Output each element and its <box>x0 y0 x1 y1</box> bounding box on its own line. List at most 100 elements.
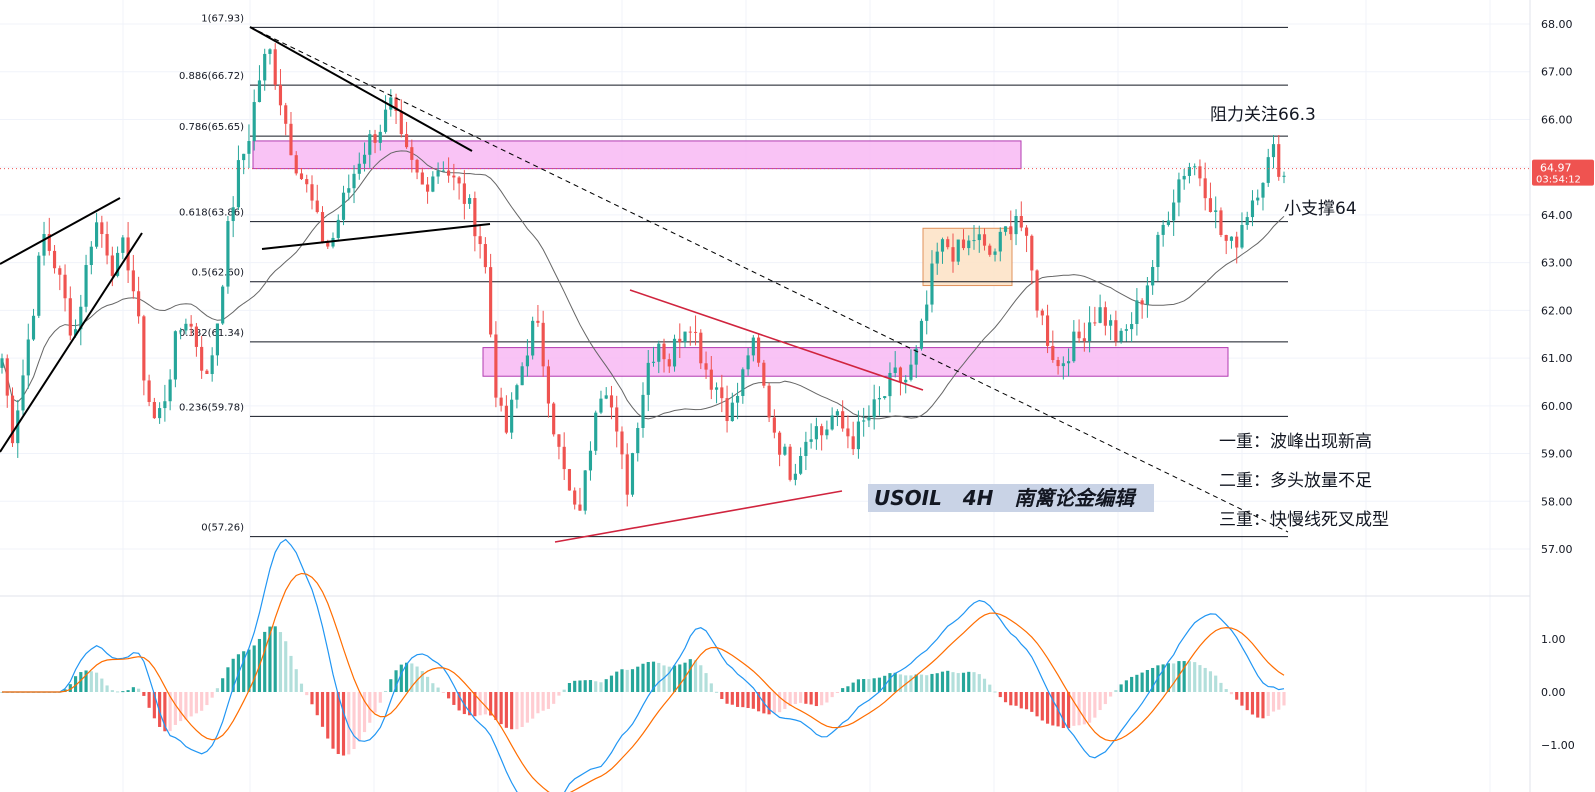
macd-histogram-bar <box>462 692 466 715</box>
candle-body <box>315 200 319 213</box>
candle-body <box>846 428 850 437</box>
macd-histogram-bar <box>725 692 729 704</box>
zone-rectangles[interactable] <box>252 140 1229 377</box>
macd-histogram-bar <box>1245 692 1249 711</box>
macd-histogram-bar <box>1140 672 1144 692</box>
support-zone[interactable] <box>482 347 1229 377</box>
macd-histogram-bar <box>846 686 850 692</box>
macd-histogram-bar <box>672 665 677 692</box>
candle-body <box>567 469 572 491</box>
fib-label: 0.786(65.65) <box>179 122 244 133</box>
macd-histogram-bar <box>1135 674 1139 692</box>
candle-body <box>1030 235 1034 271</box>
macd-histogram-bar <box>1224 689 1228 692</box>
candle-body <box>1072 331 1076 362</box>
trend-line[interactable] <box>0 197 121 265</box>
macd-histogram-bar <box>746 692 750 709</box>
macd-histogram-bar <box>841 688 845 692</box>
candle-body <box>210 355 214 375</box>
candle-body <box>79 306 83 330</box>
macd-histogram-bar <box>1145 669 1149 692</box>
candle-body <box>1187 167 1192 176</box>
candle-body <box>1203 178 1207 199</box>
trend-line[interactable] <box>0 232 143 453</box>
macd-histogram-bar <box>1072 692 1076 726</box>
candle-body <box>735 395 740 403</box>
chart-title[interactable]: USOIL 4H 南篱论金编辑 <box>874 486 1137 510</box>
candle-body <box>909 364 913 380</box>
macd-histogram-bar <box>305 692 309 696</box>
trend-line[interactable] <box>629 289 924 391</box>
candle-body <box>362 154 367 164</box>
macd-histogram-bar <box>1240 692 1244 706</box>
price-tick-label: 59.00 <box>1541 448 1573 461</box>
note-1[interactable]: 一重：波峰出现新高 <box>1219 432 1372 452</box>
macd-histogram-bar <box>457 692 461 711</box>
macd-histogram-bar <box>636 666 640 692</box>
macd-histogram-bar <box>310 692 314 705</box>
candle-body <box>0 358 4 368</box>
trend-line[interactable] <box>249 26 473 152</box>
macd-histogram-bar <box>662 665 666 692</box>
candle-body <box>825 429 829 436</box>
macd-histogram-bar <box>252 645 256 692</box>
candle-body <box>1109 320 1113 326</box>
resistance-note[interactable]: 阻力关注66.3 <box>1210 105 1316 125</box>
candle-body <box>368 134 372 155</box>
candle-body <box>1193 166 1197 168</box>
candle-body <box>888 372 892 397</box>
price-tick-label: 68.00 <box>1541 18 1573 31</box>
trend-line[interactable] <box>554 490 843 543</box>
macd-histogram-bar <box>231 658 235 692</box>
candle-body <box>1045 315 1050 346</box>
candle-body <box>741 369 745 396</box>
note-2[interactable]: 二重：多头放量不足 <box>1219 471 1372 491</box>
macd-histogram-bar <box>499 692 503 725</box>
macd-histogram-bar <box>615 671 619 692</box>
macd-histogram-bar <box>89 671 93 692</box>
candle-body <box>1014 216 1018 235</box>
macd-histogram-bar <box>152 692 156 719</box>
macd-histogram-bar <box>1077 692 1081 726</box>
resistance-zone[interactable] <box>252 140 1022 170</box>
candle-body <box>1082 338 1086 342</box>
countdown-label: 03:54:12 <box>1536 175 1581 186</box>
macd-histogram-bar <box>1019 692 1023 709</box>
candle-body <box>1229 236 1234 241</box>
candle-body <box>778 432 782 455</box>
macd-histogram-bar <box>478 692 482 716</box>
macd-histogram-bar <box>1271 692 1276 712</box>
trend-line[interactable] <box>261 223 491 250</box>
support-note[interactable]: 小支撑64 <box>1284 199 1357 219</box>
macd-histogram-bar <box>1061 692 1065 729</box>
macd-histogram-bar <box>541 692 545 711</box>
macd-histogram-bar <box>194 692 198 714</box>
candle-body <box>110 255 114 276</box>
current-price-label: 64.97 <box>1540 162 1572 175</box>
candlesticks <box>0 43 1286 515</box>
trend-line[interactable] <box>249 26 1289 533</box>
macd-histogram-bar <box>447 692 451 699</box>
macd-histogram-bar <box>799 692 803 703</box>
fibonacci-retracement[interactable]: 1(67.93) 0.886(66.72) 0.786(65.65) 0.618(63… <box>179 13 1288 538</box>
note-3[interactable]: 三重：快慢线死叉成型 <box>1219 509 1389 530</box>
price-axis[interactable]: 68.0067.0066.0065.0064.0063.0062.0061.00… <box>1529 0 1575 792</box>
candle-body <box>268 49 272 54</box>
trend-lines[interactable] <box>0 26 1289 543</box>
candle-body <box>499 397 503 406</box>
candle-body <box>94 222 99 247</box>
macd-histogram-bar <box>483 692 487 715</box>
macd-histogram-bar <box>583 680 587 692</box>
macd-histogram-bar <box>1014 692 1018 706</box>
candle-body <box>84 265 88 307</box>
candle-body <box>672 338 677 367</box>
macd-tick-label: 0.00 <box>1541 686 1566 699</box>
macd-histogram-bar <box>226 667 230 692</box>
macd-histogram-bar <box>767 692 771 715</box>
candle-body <box>515 385 519 400</box>
candle-body <box>573 490 577 505</box>
macd-histogram-bar <box>73 676 78 692</box>
candle-body <box>142 316 146 381</box>
candle-body <box>200 346 204 371</box>
